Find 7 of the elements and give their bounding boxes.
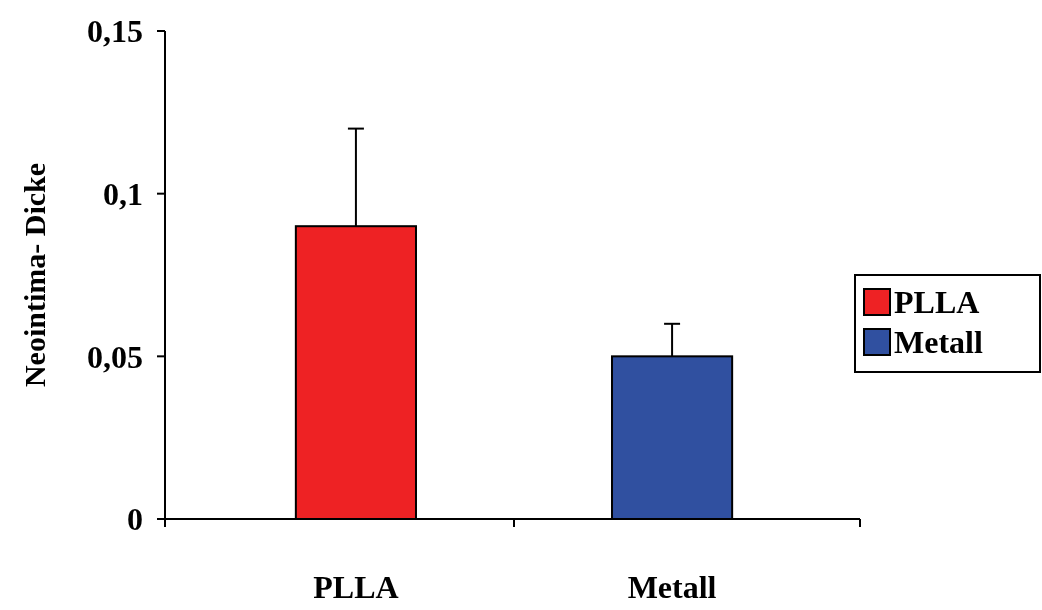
legend-label: PLLA xyxy=(894,284,980,321)
y-axis-title: Neointima- Dicke xyxy=(18,162,51,388)
legend-label: Metall xyxy=(894,324,983,361)
y-tick-label: 0 xyxy=(127,501,143,538)
y-tick-label: 0,05 xyxy=(87,338,143,375)
y-tick-label: 0,1 xyxy=(103,175,143,212)
y-tick-label: 0,15 xyxy=(87,13,143,50)
